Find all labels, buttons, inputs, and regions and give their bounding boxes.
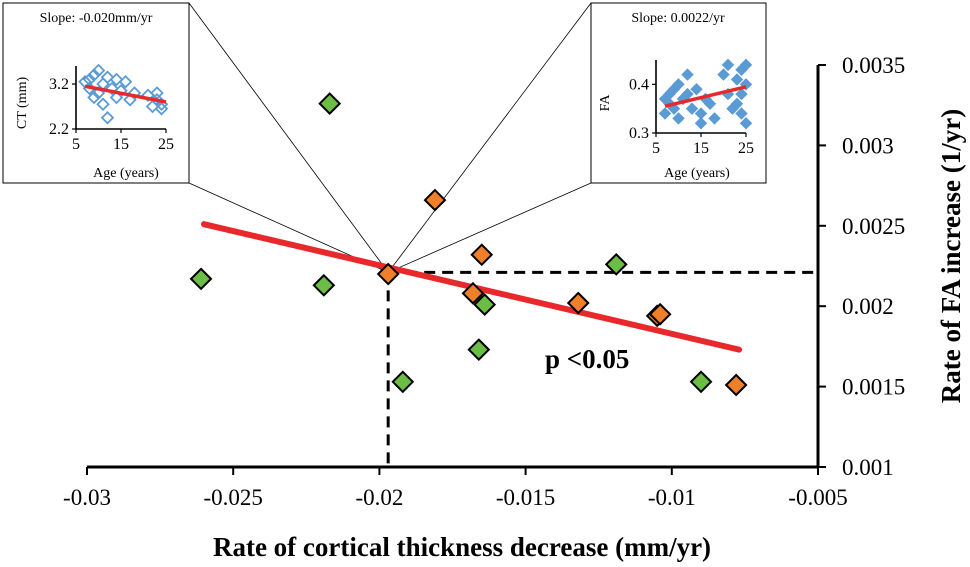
inset-x-tick-label: 25 xyxy=(738,140,754,157)
inset-data-point xyxy=(694,117,708,130)
inset-data-point xyxy=(672,78,685,91)
inset-data-point xyxy=(100,110,115,125)
green-data-point xyxy=(473,293,497,317)
inset-trendline xyxy=(664,85,747,108)
orange-data-point xyxy=(648,302,672,326)
inset-data-point xyxy=(739,117,753,130)
green-data-point xyxy=(391,370,415,394)
orange-data-point xyxy=(724,373,748,397)
inset-y-tick-label: 2.2 xyxy=(49,121,69,138)
inset-data-point xyxy=(109,72,124,87)
inset-data-point xyxy=(721,58,735,72)
reference-lines xyxy=(386,270,818,467)
inset-fa-title: Slope: 0.0022/yr xyxy=(631,11,725,26)
inset-data-point xyxy=(690,82,703,96)
inset-x-tick-label: 5 xyxy=(72,136,80,153)
inset-connector-line xyxy=(188,2,389,273)
x-tick-label: -0.03 xyxy=(63,485,111,510)
inset-ct-chart: Slope: -0.020mm/yr CT (mm) Age (years) 5… xyxy=(2,2,190,184)
inset-data-point xyxy=(82,72,97,87)
inset-data-point xyxy=(114,83,128,98)
x-tick-label: -0.01 xyxy=(648,485,696,510)
x-axis-title: Rate of cortical thickness decrease (mm/… xyxy=(213,532,711,562)
inset-data-point xyxy=(127,86,142,100)
inset-data-point xyxy=(735,107,748,120)
y-tick-label: 0.0025 xyxy=(842,214,905,239)
inset-data-point xyxy=(681,68,694,81)
y-tick-label: 0.003 xyxy=(842,133,894,158)
inset-ct-title: Slope: -0.020mm/yr xyxy=(40,11,153,26)
inset-data-point xyxy=(658,107,672,120)
inset-data-point xyxy=(105,81,119,96)
green-data-point xyxy=(689,370,713,394)
y-axis-title: Rate of FA increase (1/yr) xyxy=(936,109,966,403)
p-value-annotation: p <0.05 xyxy=(545,344,629,374)
y-tick-label: 0.001 xyxy=(842,455,894,480)
inset-connector-line xyxy=(388,182,592,273)
y-axis-ticks: 0.001 0.0015 0.002 0.0025 0.003 0.0035 xyxy=(818,53,905,480)
green-data-point xyxy=(312,273,336,297)
inset-trendline xyxy=(84,84,167,104)
inset-y-tick-label: 3.2 xyxy=(49,76,69,93)
inset-ct-ylabel: CT (mm) xyxy=(15,77,30,130)
inset-data-point xyxy=(118,74,133,89)
inset-ct-xlabel: Age (years) xyxy=(93,166,159,181)
chart-axes xyxy=(87,65,820,469)
y-tick-label: 0.002 xyxy=(842,294,894,319)
inset-data-point xyxy=(91,63,106,78)
x-axis-ticks: -0.03 -0.025 -0.02 -0.015 -0.01 -0.005 xyxy=(63,467,848,510)
green-data-point xyxy=(189,267,213,291)
orange-data-point xyxy=(376,262,400,286)
orange-data-point xyxy=(423,188,447,212)
inset-data-point xyxy=(730,73,744,86)
inset-connector-line xyxy=(387,2,592,273)
inset-data-point xyxy=(703,97,717,111)
x-tick-label: -0.02 xyxy=(355,485,403,510)
y-tick-label: 0.0015 xyxy=(842,375,905,400)
inset-fa-chart: Slope: 0.0022/yr FA Age (years) 5 15 25 0.3… xyxy=(590,2,767,184)
inset-data-point xyxy=(87,90,101,105)
inset-data-point xyxy=(672,112,685,125)
inset-x-tick-label: 25 xyxy=(158,136,174,153)
inset-data-point xyxy=(717,68,730,81)
inset-data-point xyxy=(685,102,699,115)
inset-data-point xyxy=(739,58,753,72)
orange-data-point xyxy=(566,291,590,315)
x-tick-label: -0.015 xyxy=(496,485,555,510)
inset-data-point xyxy=(730,97,744,111)
x-tick-label: -0.005 xyxy=(788,485,847,510)
green-data-point xyxy=(604,252,628,276)
inset-data-point xyxy=(96,97,110,112)
inset-data-point xyxy=(87,68,101,82)
inset-x-tick-label: 15 xyxy=(693,140,709,157)
inset-x-tick-label: 15 xyxy=(113,136,129,153)
inset-fa-ylabel: FA xyxy=(598,94,613,112)
green-data-point xyxy=(467,338,491,362)
inset-data-point xyxy=(735,87,748,101)
inset-fa-plot: 5 15 25 0.3 0.4 xyxy=(629,58,754,157)
y-tick-label: 0.0035 xyxy=(842,53,905,78)
x-tick-label: -0.025 xyxy=(203,485,262,510)
inset-ct-plot: 5 15 25 2.2 3.2 xyxy=(49,63,174,153)
green-data-point xyxy=(318,92,342,116)
orange-data-point xyxy=(461,281,485,305)
inset-y-tick-label: 0.4 xyxy=(629,76,649,93)
inset-data-point xyxy=(154,101,169,116)
data-points xyxy=(189,92,748,397)
inset-x-tick-label: 5 xyxy=(652,140,660,157)
inset-fa-xlabel: Age (years) xyxy=(664,166,730,181)
inset-data-point xyxy=(100,70,115,85)
inset-data-point xyxy=(708,112,721,125)
orange-data-point xyxy=(470,243,494,267)
inset-y-tick-label: 0.3 xyxy=(629,125,649,142)
